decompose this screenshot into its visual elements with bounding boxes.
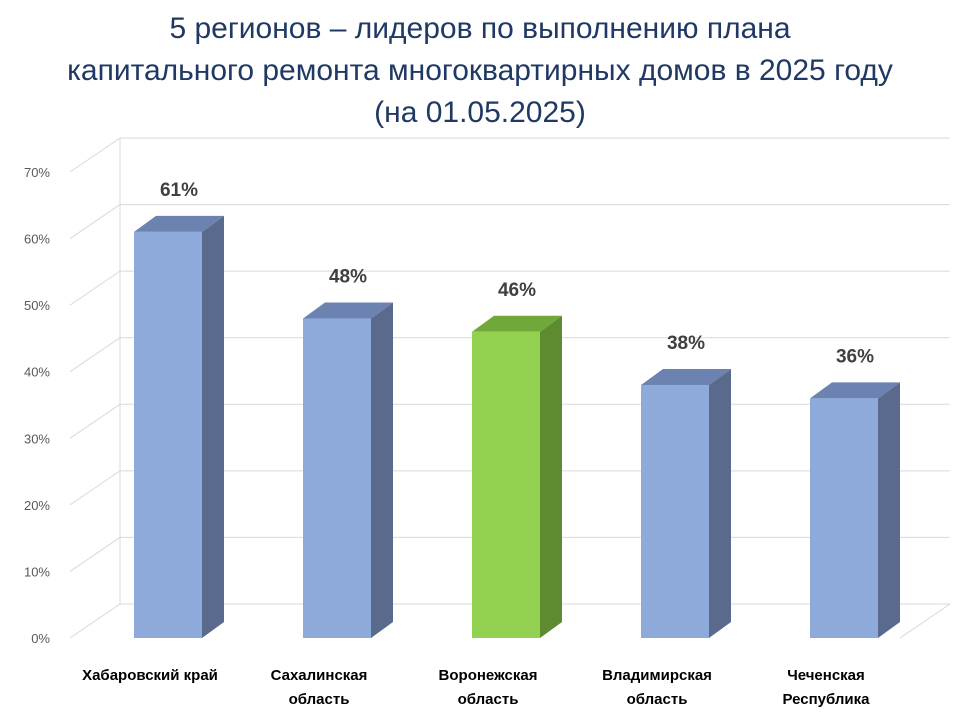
bar-side bbox=[202, 215, 224, 638]
category-label: Хабаровский край bbox=[82, 667, 218, 684]
y-tick-label: 60% bbox=[24, 232, 50, 247]
bar-4: 38% bbox=[641, 333, 731, 638]
category-label: область bbox=[289, 691, 350, 708]
bar-side bbox=[709, 369, 731, 638]
y-tick-label: 0% bbox=[31, 631, 50, 646]
title-line-1: 5 регионов – лидеров по выполнению плана bbox=[169, 12, 791, 45]
bar-front bbox=[303, 318, 371, 638]
category-label: Воронежская bbox=[439, 667, 538, 684]
bar-side bbox=[540, 315, 562, 638]
grid-diagonal bbox=[69, 337, 121, 373]
title-line-3: (на 01.05.2025) bbox=[374, 96, 586, 129]
category-label: область bbox=[627, 691, 688, 708]
bar-top bbox=[472, 315, 562, 332]
y-tick-label: 30% bbox=[24, 431, 50, 446]
category-label: Республика bbox=[782, 691, 870, 708]
y-tick-label: 70% bbox=[24, 165, 50, 180]
y-tick-label: 20% bbox=[24, 498, 50, 513]
bar-front bbox=[810, 398, 878, 638]
grid-diagonal bbox=[69, 270, 121, 306]
bar-top bbox=[641, 369, 731, 386]
bar-front bbox=[134, 231, 202, 638]
data-label: 61% bbox=[160, 180, 198, 201]
y-tick-label: 50% bbox=[24, 298, 50, 313]
y-tick-label: 10% bbox=[24, 564, 50, 579]
chart-title: 5 регионов – лидеров по выполнению плана… bbox=[0, 8, 960, 134]
bars: 61% 48% 46% 38% 36% bbox=[134, 180, 900, 638]
grid-diagonal bbox=[69, 537, 121, 572]
category-label: область bbox=[458, 691, 519, 708]
grid-diagonal bbox=[69, 137, 121, 173]
category-label: Сахалинская bbox=[271, 667, 368, 684]
data-label: 46% bbox=[498, 280, 536, 301]
bar-top bbox=[303, 302, 393, 319]
title-line-2: капитального ремонта многоквартирных дом… bbox=[67, 54, 893, 87]
bar-1: 61% bbox=[134, 180, 224, 638]
data-label: 38% bbox=[667, 333, 705, 354]
y-axis-ticks: 0% 10% 20% 30% 40% 50% 60% 70% bbox=[24, 165, 50, 646]
floor-edge bbox=[899, 603, 951, 639]
data-label: 36% bbox=[836, 346, 874, 367]
bar-top bbox=[810, 382, 900, 399]
bar-side bbox=[878, 382, 900, 638]
bar-5: 36% bbox=[810, 346, 900, 638]
y-tick-label: 40% bbox=[24, 365, 50, 380]
x-axis-categories: Хабаровский край Сахалинская область Вороне… bbox=[82, 667, 870, 708]
grid-diagonal bbox=[69, 603, 121, 639]
grid-diagonal bbox=[69, 403, 121, 439]
bar-front bbox=[472, 331, 540, 638]
bar-3: 46% bbox=[472, 280, 562, 638]
data-label: 48% bbox=[329, 266, 367, 287]
category-label: Владимирская bbox=[602, 667, 712, 684]
bar-2: 48% bbox=[303, 266, 393, 638]
grid-diagonal bbox=[69, 204, 121, 239]
category-label: Чеченская bbox=[787, 667, 865, 684]
bar-side bbox=[371, 302, 393, 638]
grid-diagonal bbox=[69, 470, 121, 506]
bar-front bbox=[641, 385, 709, 638]
bar-top bbox=[134, 215, 224, 232]
